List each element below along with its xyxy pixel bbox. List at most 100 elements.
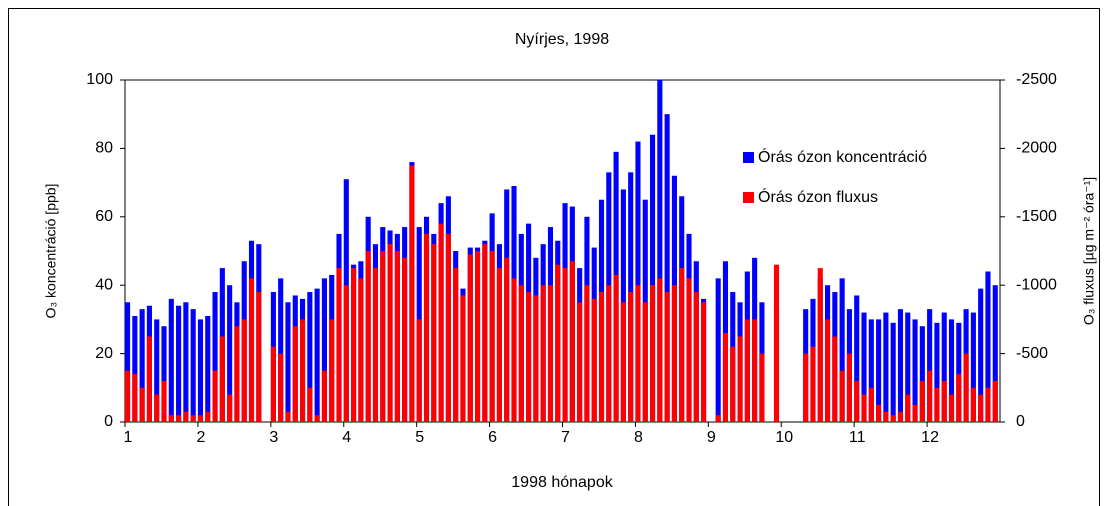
bar xyxy=(657,80,663,422)
bar xyxy=(431,244,437,422)
bar xyxy=(817,268,823,422)
bar xyxy=(227,394,233,422)
bar xyxy=(212,370,218,422)
bar xyxy=(992,285,998,422)
x-tick-label: 2 xyxy=(196,429,205,446)
bar xyxy=(241,319,247,422)
x-tick-label: 6 xyxy=(488,429,497,446)
bar xyxy=(620,302,626,422)
bar xyxy=(321,278,327,422)
bar xyxy=(511,278,517,422)
bar xyxy=(343,285,349,422)
bar xyxy=(890,415,896,422)
bar xyxy=(139,387,145,422)
bar xyxy=(285,302,291,422)
x-tick-label: 12 xyxy=(921,429,939,446)
bar xyxy=(336,268,342,422)
bar xyxy=(992,380,998,422)
bar xyxy=(547,285,554,422)
bar xyxy=(314,415,320,422)
bar xyxy=(825,319,831,422)
bar xyxy=(234,326,240,422)
bar xyxy=(956,322,962,422)
bar xyxy=(146,336,152,422)
legend-swatch xyxy=(743,152,754,163)
bar xyxy=(701,302,707,422)
bar xyxy=(132,374,138,422)
bar xyxy=(168,298,174,422)
bar xyxy=(190,415,196,422)
bar xyxy=(314,288,320,422)
legend-swatch xyxy=(743,192,754,203)
bar xyxy=(948,319,955,422)
bar xyxy=(496,268,502,422)
bar xyxy=(671,285,677,422)
x-tick-label: 5 xyxy=(415,429,424,446)
bar xyxy=(416,319,422,422)
bar xyxy=(555,264,561,422)
bar xyxy=(577,302,583,422)
bar xyxy=(227,285,233,422)
bar xyxy=(423,233,430,422)
bar xyxy=(176,305,182,422)
bar xyxy=(876,319,882,422)
bar xyxy=(861,394,867,422)
bar xyxy=(351,268,357,422)
bar xyxy=(978,394,984,422)
bar xyxy=(650,285,656,422)
bar xyxy=(365,251,371,422)
x-tick-label: 3 xyxy=(269,429,278,446)
y-tick-label: 40 xyxy=(95,276,113,293)
bar xyxy=(475,251,481,422)
bar xyxy=(693,292,699,422)
y-tick-label: 60 xyxy=(95,208,113,225)
bar xyxy=(562,268,568,422)
x-axis-label: 1998 hónapok xyxy=(511,474,613,491)
bar xyxy=(868,319,874,422)
y-tick-label: 80 xyxy=(95,140,113,157)
chart-frame xyxy=(8,8,1100,506)
bar xyxy=(890,322,896,422)
bar xyxy=(861,312,867,422)
bar xyxy=(773,264,780,422)
bar xyxy=(635,141,641,422)
bar xyxy=(445,233,451,422)
bar xyxy=(183,411,189,422)
bar xyxy=(197,319,204,422)
x-tick-label: 7 xyxy=(561,429,570,446)
bar xyxy=(584,285,590,422)
x-tick-label: 1 xyxy=(124,429,133,446)
bar xyxy=(919,380,925,422)
bar xyxy=(613,274,619,422)
bar xyxy=(300,319,306,422)
y-tick-label: 100 xyxy=(86,71,113,88)
bar xyxy=(270,346,276,422)
bar xyxy=(839,278,845,422)
bar xyxy=(533,295,539,422)
y2-tick-label: 0 xyxy=(1016,413,1025,430)
bar xyxy=(205,315,211,422)
bar xyxy=(278,353,284,422)
bar xyxy=(679,268,685,422)
bar xyxy=(402,257,408,422)
bar xyxy=(256,292,262,422)
bar xyxy=(219,336,225,422)
bar xyxy=(139,309,145,422)
y-axis-label: O₃ koncentráció [ppb] xyxy=(43,184,59,319)
x-tick-label: 8 xyxy=(634,429,643,446)
x-tick-label: 9 xyxy=(707,429,716,446)
bar xyxy=(154,319,160,422)
bar xyxy=(905,312,911,422)
bar xyxy=(803,353,809,422)
bar xyxy=(846,353,852,422)
y2-tick-label: -2000 xyxy=(1016,140,1057,157)
bar xyxy=(504,257,510,422)
bar xyxy=(321,370,327,422)
x-tick-label: 10 xyxy=(775,429,793,446)
bar xyxy=(810,346,816,422)
bar xyxy=(642,302,648,422)
bar xyxy=(183,302,189,422)
bar xyxy=(307,387,313,422)
bar xyxy=(941,312,947,422)
